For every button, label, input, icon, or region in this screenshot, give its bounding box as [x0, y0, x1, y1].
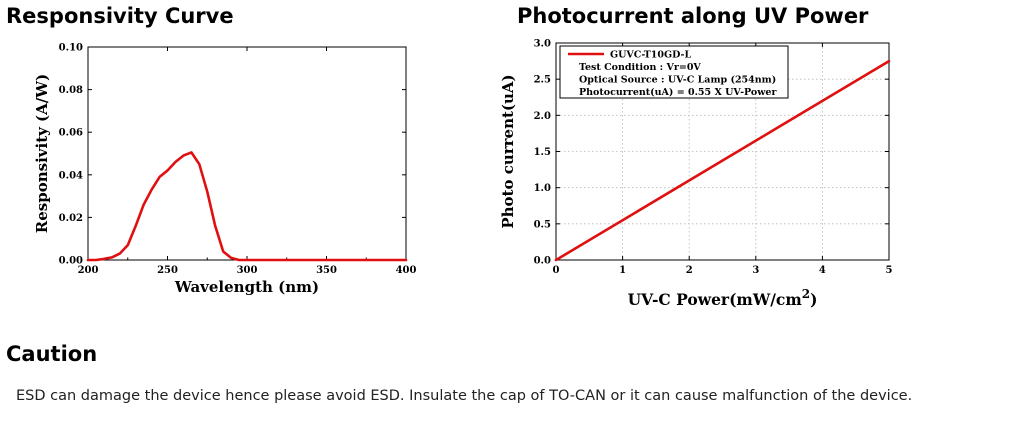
- responsivity-chart-title: Responsivity Curve: [6, 4, 234, 28]
- caution-heading: Caution: [6, 342, 98, 366]
- y-tick-label: 2.0: [534, 111, 551, 122]
- y-tick-label: 1.5: [534, 147, 551, 158]
- y-tick-label: 0.0: [534, 256, 551, 267]
- x-tick-label: 1: [619, 265, 626, 276]
- y-tick-label: 2.5: [534, 75, 551, 86]
- y-tick-label: 0.5: [534, 219, 551, 230]
- y-tick-label: 0.06: [59, 128, 83, 139]
- y-tick-label: 0.10: [59, 43, 83, 54]
- x-tick-label: 5: [886, 265, 893, 276]
- x-tick-label: 250: [157, 265, 178, 276]
- x-axis-label: UV-C Power(mW/cm2): [628, 287, 818, 309]
- series-line: [554, 59, 891, 262]
- legend-note-line: Test Condition : Vr=0V: [579, 62, 701, 73]
- x-tick-label: 4: [819, 265, 826, 276]
- responsivity-chart: 200 250 300 350 400 0.00 0.02 0.04 0.06 0.08 0.10 W…: [33, 43, 417, 297]
- y-tick-label: 0.02: [59, 213, 83, 224]
- caution-text: ESD can damage the device hence please a…: [16, 388, 913, 404]
- y-tick-label: 0.00: [59, 256, 83, 267]
- y-tick-label: 1.0: [534, 183, 551, 194]
- series-line: [86, 151, 408, 262]
- y-tick-label: 0.08: [59, 85, 83, 96]
- x-tick-label: 350: [316, 265, 337, 276]
- legend-series-name: GUVC-T10GD-L: [610, 50, 691, 61]
- photocurrent-chart-title: Photocurrent along UV Power: [517, 4, 869, 28]
- y-axis-label: Photo current(uA): [499, 74, 517, 228]
- y-tick-label: 3.0: [534, 39, 551, 50]
- x-tick-label: 3: [752, 265, 759, 276]
- y-axis-label: Responsivity (A/W): [33, 74, 51, 233]
- x-tick-label: 200: [78, 265, 99, 276]
- legend-note-line: Photocurrent(uA) = 0.55 X UV-Power: [579, 87, 777, 98]
- photocurrent-chart: 0 1 2 3 4 5 0.0 0.5 1.0 1.5 2.0 2.5 3.0 UV-C Power(mW…: [499, 39, 893, 310]
- x-axis-label: Wavelength (nm): [174, 278, 319, 296]
- legend-note-line: Optical Source : UV-C Lamp (254nm): [579, 75, 776, 86]
- y-tick-label: 0.04: [59, 170, 83, 181]
- x-tick-label: 0: [553, 265, 560, 276]
- x-tick-label: 400: [396, 265, 417, 276]
- x-tick-label: 2: [686, 265, 693, 276]
- x-tick-label: 300: [237, 265, 258, 276]
